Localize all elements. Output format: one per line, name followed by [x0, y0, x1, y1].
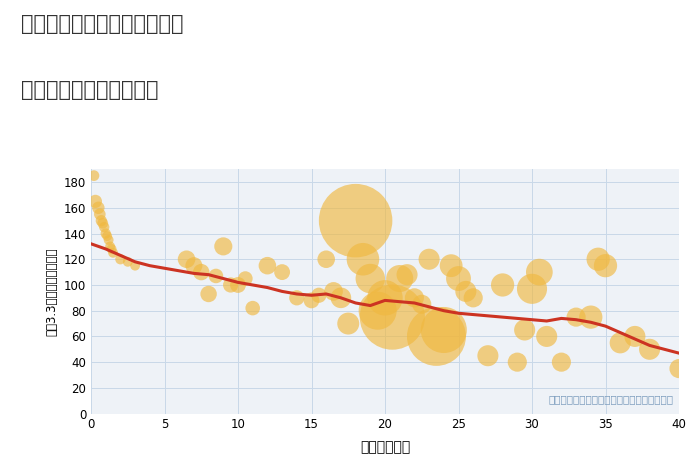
Point [328, 288, 340, 295]
Point [386, 313, 398, 321]
Point [556, 359, 567, 366]
Point [468, 294, 479, 302]
Point [519, 326, 531, 334]
Point [306, 297, 317, 304]
Text: 築年数別中古戸建て価格: 築年数別中古戸建て価格 [21, 80, 158, 100]
Point [102, 232, 113, 240]
Y-axis label: 坪（3.3㎡）単価（万円）: 坪（3.3㎡）単価（万円） [46, 247, 58, 336]
Point [482, 352, 493, 360]
Point [130, 262, 141, 269]
Point [239, 275, 251, 282]
Point [512, 359, 523, 366]
Point [96, 217, 107, 224]
Point [218, 243, 229, 250]
Point [188, 262, 199, 269]
Point [453, 275, 464, 282]
Point [203, 290, 214, 298]
Point [103, 236, 114, 244]
Point [629, 333, 641, 340]
Point [379, 294, 391, 302]
Point [276, 268, 288, 276]
Point [402, 271, 413, 278]
Point [394, 275, 405, 282]
Point [644, 345, 655, 353]
Point [262, 262, 273, 269]
Point [181, 256, 192, 263]
Point [416, 300, 427, 308]
Point [541, 333, 552, 340]
Point [108, 249, 119, 257]
Text: 円の大きさは、取引のあった物件面積を示す: 円の大きさは、取引のあった物件面積を示す [548, 394, 673, 404]
Point [291, 294, 302, 302]
Point [99, 223, 110, 231]
Point [615, 339, 626, 346]
Point [673, 365, 685, 372]
Point [195, 268, 207, 276]
Point [104, 243, 116, 250]
Point [372, 307, 384, 314]
Point [461, 288, 472, 295]
Point [88, 172, 99, 180]
Point [593, 256, 604, 263]
Text: 神奈川県横浜市南区永田北の: 神奈川県横浜市南区永田北の [21, 14, 183, 34]
Point [97, 219, 108, 227]
Point [335, 294, 346, 302]
Point [92, 204, 104, 212]
Point [321, 256, 332, 263]
Point [446, 262, 457, 269]
Point [115, 256, 126, 263]
Point [431, 333, 442, 340]
Point [350, 217, 361, 224]
Point [247, 305, 258, 312]
Point [343, 320, 354, 327]
Point [358, 256, 369, 263]
Point [600, 262, 611, 269]
Point [122, 258, 133, 266]
Point [438, 326, 449, 334]
Point [424, 256, 435, 263]
Point [534, 268, 545, 276]
Point [232, 281, 244, 289]
Point [314, 291, 325, 299]
Point [100, 230, 111, 237]
Point [210, 272, 221, 280]
Point [570, 313, 582, 321]
X-axis label: 築年数（年）: 築年数（年） [360, 440, 410, 454]
Point [90, 197, 101, 205]
Point [497, 281, 508, 289]
Point [585, 313, 596, 321]
Point [225, 281, 237, 289]
Point [94, 211, 106, 218]
Point [106, 245, 117, 253]
Point [409, 294, 420, 302]
Point [365, 275, 376, 282]
Point [526, 285, 538, 293]
